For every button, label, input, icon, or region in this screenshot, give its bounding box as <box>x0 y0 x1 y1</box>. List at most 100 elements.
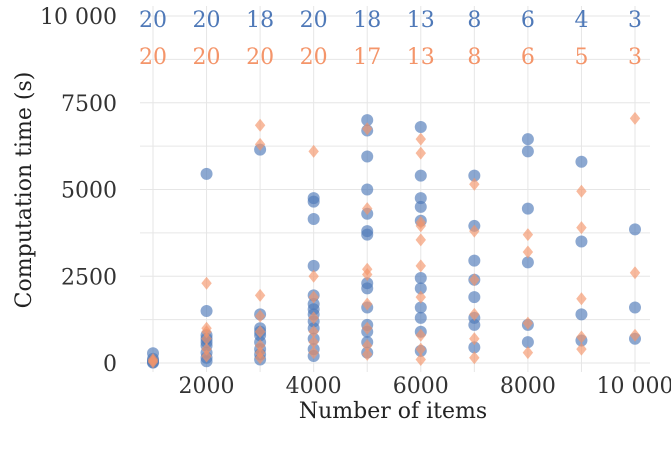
count-label: 18 <box>353 8 381 33</box>
count-label: 5 <box>574 45 588 70</box>
data-point-circle <box>575 308 588 321</box>
data-point-diamond <box>201 349 212 363</box>
data-point-diamond <box>254 137 266 151</box>
data-point-diamond <box>362 122 373 136</box>
data-point-diamond <box>308 346 319 360</box>
count-label: 6 <box>521 45 535 70</box>
data-point-circle <box>307 212 320 225</box>
data-point-diamond <box>576 292 587 306</box>
count-labels: 20 20 18 20 18 13 8 6 4 3 20 20 20 20 17 13 8 6 5 3 <box>139 8 642 70</box>
count-label: 4 <box>574 8 588 33</box>
data-point-diamond <box>576 184 587 198</box>
data-point-circle <box>307 195 320 208</box>
data-point-diamond <box>415 146 426 160</box>
x-tick-label: 4000 <box>286 374 342 399</box>
data-point-circle <box>629 223 641 236</box>
data-point-diamond <box>308 144 319 158</box>
data-point-circle <box>414 282 427 295</box>
data-point-circle <box>629 301 641 314</box>
data-point-diamond <box>469 332 480 346</box>
data-points <box>147 111 641 369</box>
data-point-diamond <box>254 351 266 365</box>
data-point-diamond <box>469 224 480 238</box>
count-label: 20 <box>193 45 221 70</box>
count-label: 18 <box>246 8 274 33</box>
data-point-diamond <box>362 347 373 361</box>
data-point-circle <box>468 341 481 354</box>
x-tick-label: 2000 <box>179 374 235 399</box>
count-label: 13 <box>407 45 435 70</box>
data-point-diamond <box>362 202 373 216</box>
x-tick-label: 8000 <box>500 374 556 399</box>
y-axis-title: Computation time (s) <box>12 72 37 309</box>
x-axis-title: Number of items <box>299 399 487 424</box>
x-tick-label: 10 000 <box>597 374 671 399</box>
grid <box>140 6 650 372</box>
data-point-circle <box>200 304 213 317</box>
y-tick-label: 0 <box>103 352 117 377</box>
data-point-circle <box>414 192 427 205</box>
data-point-diamond <box>415 132 426 146</box>
data-point-circle <box>575 155 588 168</box>
data-point-circle <box>361 114 374 127</box>
data-point-diamond <box>415 328 426 342</box>
y-tick-label: 2500 <box>61 265 117 290</box>
data-point-diamond <box>415 233 426 247</box>
data-point-circle <box>414 200 427 213</box>
data-point-diamond <box>629 328 641 342</box>
count-label: 6 <box>521 8 535 33</box>
data-point-diamond <box>201 332 212 346</box>
data-point-diamond <box>308 269 319 283</box>
data-point-diamond <box>254 309 266 323</box>
count-label: 8 <box>467 45 481 70</box>
y-tick-label: 10 000 <box>40 5 117 30</box>
data-point-diamond <box>254 339 266 353</box>
data-point-diamond <box>254 288 266 302</box>
data-point-circle <box>468 254 481 267</box>
data-point-diamond <box>576 330 587 344</box>
data-point-diamond <box>201 325 212 339</box>
data-point-circle <box>361 228 374 241</box>
data-point-circle <box>521 145 534 158</box>
count-label: 3 <box>628 8 642 33</box>
y-tick-label: 5000 <box>61 179 117 204</box>
data-point-circle <box>414 121 427 134</box>
data-point-diamond <box>201 342 212 356</box>
data-point-diamond <box>362 339 373 353</box>
count-label: 20 <box>300 45 328 70</box>
x-tick-label: 6000 <box>393 374 449 399</box>
data-point-diamond <box>254 325 266 339</box>
count-label: 8 <box>467 8 481 33</box>
data-point-circle <box>521 133 534 146</box>
data-point-circle <box>468 169 481 182</box>
data-point-circle <box>575 235 588 248</box>
data-point-diamond <box>415 290 426 304</box>
count-label: 20 <box>193 8 221 33</box>
data-point-diamond <box>254 118 266 132</box>
data-point-diamond <box>522 316 534 330</box>
data-point-diamond <box>629 111 641 125</box>
data-point-circle <box>307 259 320 272</box>
data-point-diamond <box>308 335 319 349</box>
count-label: 20 <box>246 45 274 70</box>
data-point-circle <box>361 150 374 163</box>
data-point-diamond <box>629 266 641 280</box>
count-label: 20 <box>139 45 167 70</box>
data-point-diamond <box>308 290 319 304</box>
data-point-circle <box>521 202 534 215</box>
data-point-diamond <box>308 311 319 325</box>
count-label: 13 <box>407 8 435 33</box>
data-point-diamond <box>469 351 480 365</box>
data-point-circle <box>414 311 427 324</box>
count-label: 17 <box>353 45 381 70</box>
data-point-diamond <box>415 342 426 356</box>
y-tick-label: 7500 <box>61 92 117 117</box>
data-point-diamond <box>469 307 480 321</box>
data-point-circle <box>414 271 427 284</box>
data-point-diamond <box>362 268 373 282</box>
data-point-diamond <box>469 177 480 191</box>
data-point-circle <box>361 282 374 295</box>
data-point-circle <box>521 336 534 349</box>
data-point-diamond <box>362 321 373 335</box>
data-point-diamond <box>522 346 534 360</box>
